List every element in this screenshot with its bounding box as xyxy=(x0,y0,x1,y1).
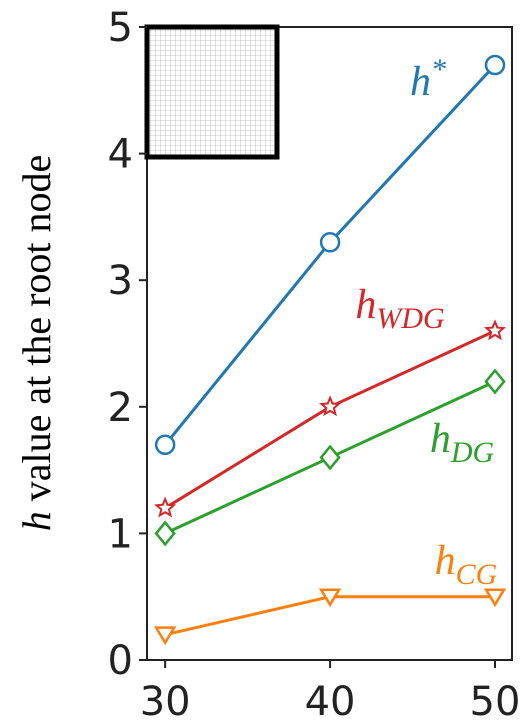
marker xyxy=(483,319,507,341)
marker xyxy=(318,588,342,608)
x-tick-label: 50 xyxy=(470,679,521,724)
x-tick-label: 30 xyxy=(140,679,191,724)
y-tick-label: 5 xyxy=(108,5,133,51)
x-tick-label: 40 xyxy=(305,679,356,724)
marker xyxy=(154,520,176,547)
y-tick-label: 1 xyxy=(108,511,133,557)
y-tick-label: 4 xyxy=(108,132,133,178)
marker xyxy=(484,368,506,395)
y-tick-label: 0 xyxy=(108,638,133,684)
marker xyxy=(483,588,507,608)
legend-label: hWDG xyxy=(355,282,445,335)
marker xyxy=(319,444,341,471)
legend-label: hDG xyxy=(430,416,495,469)
marker xyxy=(154,434,176,456)
y-axis-label: h value at the root node xyxy=(14,155,59,532)
inset-grid xyxy=(144,24,280,160)
marker xyxy=(153,626,177,646)
marker xyxy=(154,496,177,518)
y-tick-label: 3 xyxy=(108,258,133,304)
marker xyxy=(319,231,341,253)
legend-label: hCG xyxy=(435,538,498,591)
y-tick-label: 2 xyxy=(108,385,133,431)
legend-label: h* xyxy=(410,53,446,105)
marker xyxy=(484,54,506,76)
marker xyxy=(319,395,342,417)
